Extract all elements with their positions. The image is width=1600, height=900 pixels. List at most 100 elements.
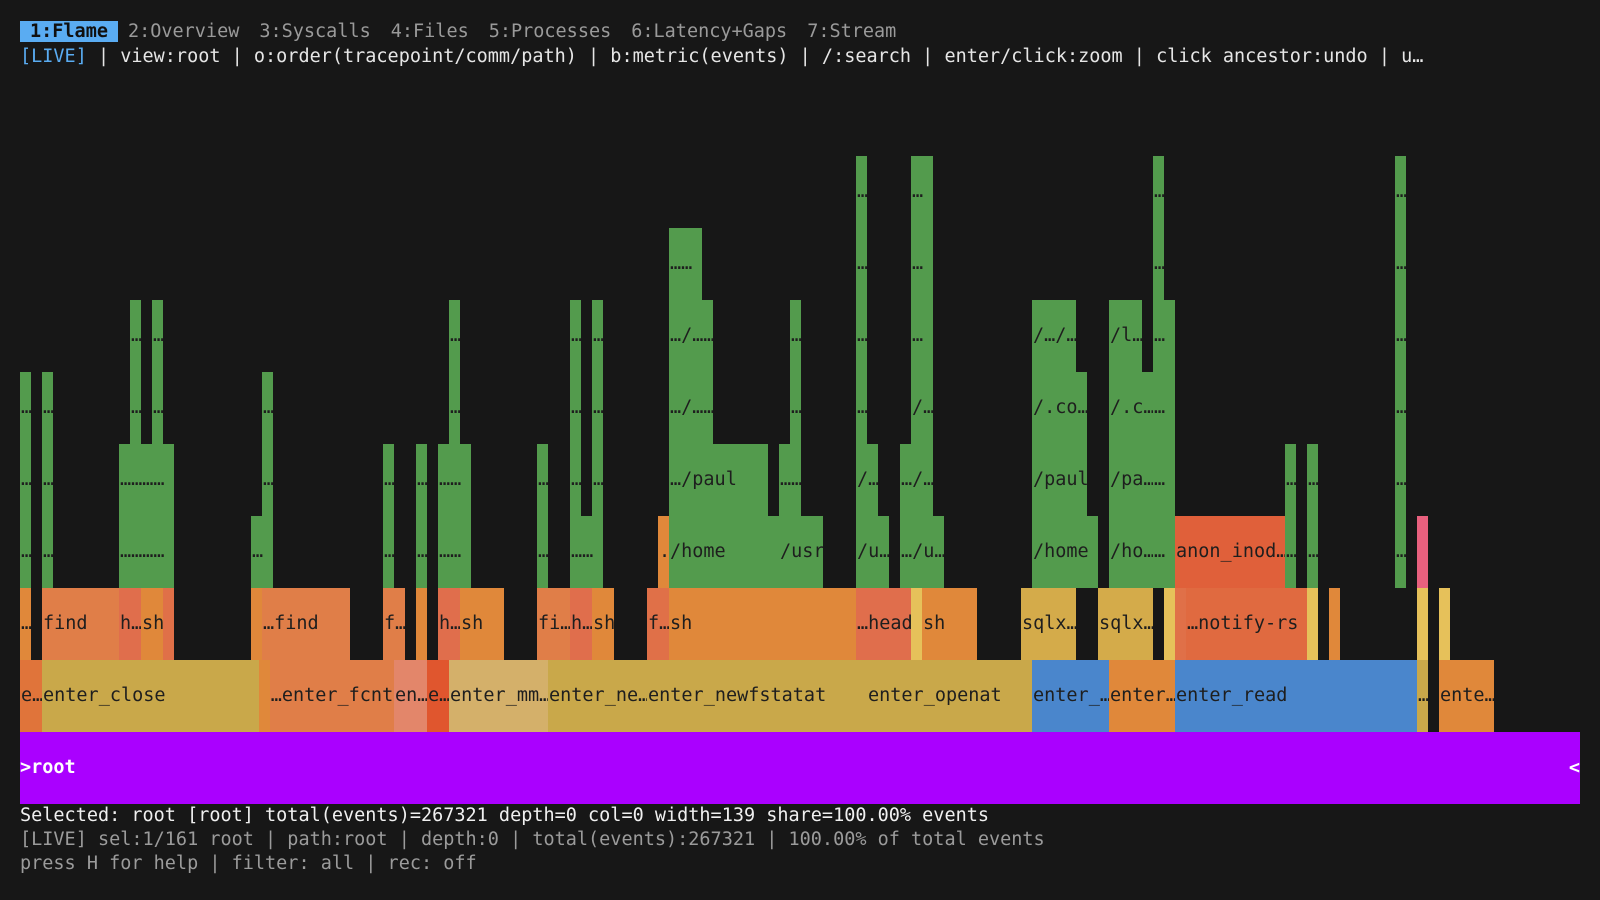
flame-frame[interactable]: …/… (900, 444, 933, 516)
flame-frame[interactable]: h… (438, 588, 460, 660)
flame-frame[interactable]: sh (460, 588, 504, 660)
flame-frame[interactable]: … (449, 300, 460, 372)
flame-frame[interactable]: sh (592, 588, 614, 660)
flame-frame[interactable]: . (658, 516, 669, 588)
flame-frame[interactable]: … (130, 372, 141, 444)
tab-latency-gaps[interactable]: 6:Latency+Gaps (631, 21, 788, 42)
flame-frame[interactable]: … (856, 156, 867, 228)
flame-frame[interactable]: … (1285, 444, 1296, 516)
tab-files[interactable]: 4:Files (390, 21, 469, 42)
flame-frame[interactable]: …/…… (669, 300, 713, 372)
tab-overview[interactable]: 2:Overview (127, 21, 240, 42)
flame-frame[interactable]: /usr (779, 516, 823, 588)
flame-frame[interactable]: …/u… (900, 516, 944, 588)
flame-frame[interactable]: …… (779, 444, 801, 516)
flame-frame[interactable]: enter_ne… (548, 660, 647, 732)
flame-frame[interactable]: enter_newfstatat (647, 660, 867, 732)
tab-processes[interactable]: 5:Processes (488, 21, 612, 42)
flame-frame[interactable]: … (130, 300, 141, 372)
flame-frame[interactable]: … (262, 372, 273, 444)
flame-frame[interactable]: … (911, 300, 933, 372)
flame-frame[interactable]: sh (922, 588, 977, 660)
flame-frame[interactable]: …/paul (669, 444, 768, 516)
flame-frame[interactable] (163, 588, 174, 660)
flame-frame[interactable]: … (592, 300, 603, 372)
flame-frame[interactable]: … (570, 372, 581, 444)
flame-frame[interactable]: … (383, 516, 394, 588)
flame-frame[interactable]: …enter_fcntl (269, 660, 394, 732)
flame-frame[interactable] (911, 588, 922, 660)
flame-frame[interactable]: enter_… (1032, 660, 1109, 732)
flame-frame[interactable]: … (592, 444, 603, 516)
flame-frame[interactable]: h… (570, 588, 592, 660)
flame-frame[interactable]: e… (427, 660, 449, 732)
flame-frame[interactable]: /…/… (1032, 300, 1076, 372)
flame-frame[interactable]: … (856, 300, 867, 372)
flame-frame[interactable]: …… (438, 444, 471, 516)
flame-frame[interactable]: … (1417, 660, 1428, 732)
flame-frame[interactable]: … (1285, 516, 1296, 588)
flame-frame[interactable]: /… (856, 444, 878, 516)
flame-frame[interactable]: sqlx… (1098, 588, 1153, 660)
flame-frame[interactable]: ………… (119, 444, 174, 516)
flame-frame[interactable]: … (537, 516, 548, 588)
flame-frame[interactable]: … (790, 372, 801, 444)
flame-frame[interactable]: enter_mm… (449, 660, 548, 732)
flame-frame[interactable] (1439, 588, 1450, 660)
flame-frame[interactable]: /home (1032, 516, 1098, 588)
flame-frame[interactable]: … (20, 372, 31, 444)
flame-frame[interactable]: … (570, 444, 581, 516)
flame-frame[interactable]: anon_inod… (1175, 516, 1285, 588)
flame-frame[interactable]: e… (20, 660, 42, 732)
flame-frame[interactable]: … (1153, 372, 1175, 444)
tab-flame[interactable]: 1:Flame (20, 21, 118, 42)
flame-frame[interactable]: … (42, 444, 53, 516)
flame-frame[interactable] (1175, 588, 1186, 660)
flame-frame[interactable]: fi… (537, 588, 570, 660)
flame-frame[interactable]: … (1395, 372, 1406, 444)
flame-frame[interactable]: … (790, 300, 801, 372)
flame-frame[interactable]: … (1395, 156, 1406, 228)
flame-frame[interactable]: …find (262, 588, 350, 660)
flame-frame[interactable]: … (449, 372, 460, 444)
flame-frame[interactable]: /pa… (1109, 444, 1153, 516)
flame-frame[interactable]: … (42, 372, 53, 444)
flame-frame[interactable]: … (152, 372, 163, 444)
flame-frame[interactable]: sqlx… (1021, 588, 1076, 660)
flame-frame[interactable]: …… (669, 228, 702, 300)
flame-frame[interactable]: … (911, 156, 933, 228)
flame-frame[interactable]: … (20, 516, 31, 588)
flame-frame[interactable]: … (1395, 516, 1406, 588)
flame-frame[interactable]: … (911, 228, 933, 300)
flame-frame[interactable] (1417, 516, 1428, 588)
flame-frame[interactable]: … (152, 300, 163, 372)
flame-frame[interactable]: f… (647, 588, 669, 660)
flame-frame[interactable] (258, 660, 270, 732)
tab-stream[interactable]: 7:Stream (807, 21, 897, 42)
flame-frame[interactable]: … (1153, 444, 1175, 516)
flame-frame[interactable]: … (1395, 444, 1406, 516)
flame-frame[interactable]: … (1153, 156, 1164, 228)
flame-frame[interactable]: /ho… (1109, 516, 1153, 588)
flame-frame[interactable]: … (1153, 516, 1175, 588)
flame-frame[interactable]: enter_read (1175, 660, 1417, 732)
flame-frame[interactable]: /paul (1032, 444, 1087, 516)
flame-frame[interactable]: … (1395, 228, 1406, 300)
flame-frame[interactable]: … (570, 300, 581, 372)
flame-frame[interactable]: …… (438, 516, 471, 588)
flame-frame[interactable]: /u… (856, 516, 889, 588)
flame-frame[interactable] (1307, 588, 1318, 660)
flame-frame[interactable]: h… (119, 588, 141, 660)
flame-frame[interactable]: … (1307, 444, 1318, 516)
flame-frame[interactable]: …notify-rs (1186, 588, 1307, 660)
flame-frame[interactable]: … (1395, 300, 1406, 372)
flame-frame[interactable] (416, 588, 427, 660)
flame-frame-root[interactable]: >root < (20, 732, 1580, 804)
flame-frame[interactable]: … (537, 444, 548, 516)
flame-frame[interactable]: … (856, 228, 867, 300)
flame-frame[interactable]: enter_close (42, 660, 259, 732)
flame-frame[interactable]: /.co… (1032, 372, 1087, 444)
tab-syscalls[interactable]: 3:Syscalls (259, 21, 371, 42)
flame-frame[interactable] (1329, 588, 1340, 660)
flame-frame[interactable]: enter… (1109, 660, 1175, 732)
